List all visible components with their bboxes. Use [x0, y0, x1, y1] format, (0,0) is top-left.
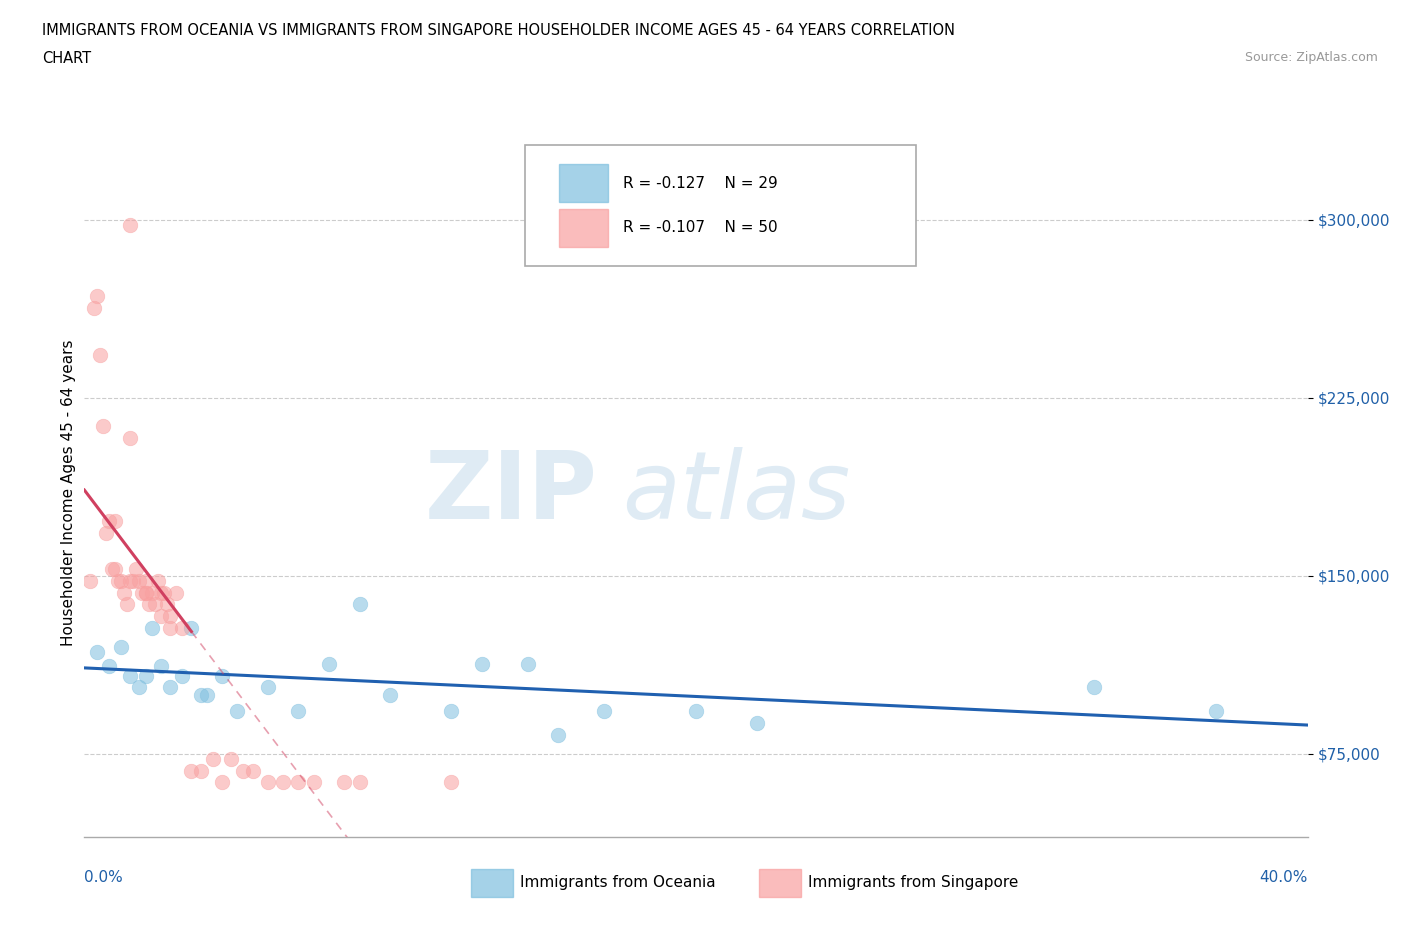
Point: [101, 562, 124, 577]
Point: [440, 775, 463, 790]
Point: [471, 657, 494, 671]
Point: [180, 620, 202, 635]
Point: [79, 573, 101, 588]
Point: [143, 597, 166, 612]
Point: [333, 775, 356, 790]
Point: [440, 704, 463, 719]
Point: [156, 597, 179, 612]
Point: [146, 573, 169, 588]
Point: [120, 218, 142, 232]
Point: [190, 687, 212, 702]
Point: [1205, 704, 1227, 719]
Point: [91, 419, 114, 434]
Point: [89, 348, 111, 363]
Point: [128, 573, 150, 588]
FancyBboxPatch shape: [524, 145, 917, 266]
Point: [380, 687, 402, 702]
Point: [120, 668, 142, 683]
Point: [211, 775, 233, 790]
Point: [125, 562, 148, 577]
Point: [149, 609, 172, 624]
Point: [257, 680, 280, 695]
Text: Source: ZipAtlas.com: Source: ZipAtlas.com: [1244, 51, 1378, 64]
Point: [94, 525, 117, 540]
Point: [159, 680, 181, 695]
Bar: [560, 209, 607, 246]
Point: [172, 620, 194, 635]
Point: [747, 716, 769, 731]
Point: [302, 775, 325, 790]
Point: [547, 727, 569, 742]
Text: R = -0.127    N = 29: R = -0.127 N = 29: [623, 176, 778, 191]
Point: [180, 764, 202, 778]
Point: [110, 640, 132, 655]
Point: [104, 562, 127, 577]
Point: [83, 300, 105, 315]
Point: [138, 597, 160, 612]
Point: [149, 658, 172, 673]
Point: [86, 288, 108, 303]
Point: [149, 585, 172, 600]
Point: [219, 751, 242, 766]
Point: [128, 680, 150, 695]
Text: ZIP: ZIP: [425, 447, 598, 538]
Point: [120, 431, 142, 445]
Text: 0.0%: 0.0%: [84, 870, 124, 885]
Text: IMMIGRANTS FROM OCEANIA VS IMMIGRANTS FROM SINGAPORE HOUSEHOLDER INCOME AGES 45 : IMMIGRANTS FROM OCEANIA VS IMMIGRANTS FR…: [42, 23, 955, 38]
Point: [97, 658, 120, 673]
Point: [685, 704, 707, 719]
Point: [257, 775, 280, 790]
Point: [86, 644, 108, 659]
Point: [318, 657, 340, 671]
Point: [165, 585, 187, 600]
Point: [120, 573, 142, 588]
Point: [195, 687, 218, 702]
Bar: [560, 165, 607, 202]
Text: Immigrants from Oceania: Immigrants from Oceania: [520, 875, 716, 890]
Point: [122, 573, 145, 588]
Point: [1083, 680, 1105, 695]
Point: [232, 764, 254, 778]
Point: [131, 585, 153, 600]
Point: [135, 585, 157, 600]
Y-axis label: Householder Income Ages 45 - 64 years: Householder Income Ages 45 - 64 years: [60, 339, 76, 646]
Text: CHART: CHART: [42, 51, 91, 66]
Point: [201, 751, 224, 766]
Point: [141, 620, 163, 635]
Point: [141, 585, 163, 600]
Point: [190, 764, 212, 778]
Point: [287, 775, 309, 790]
Bar: [471, 869, 513, 897]
Point: [135, 573, 157, 588]
Bar: [759, 869, 801, 897]
Text: Immigrants from Singapore: Immigrants from Singapore: [808, 875, 1019, 890]
Point: [172, 668, 194, 683]
Point: [97, 514, 120, 529]
Point: [110, 573, 132, 588]
Point: [287, 704, 309, 719]
Point: [159, 620, 181, 635]
Text: 40.0%: 40.0%: [1260, 870, 1308, 885]
Point: [115, 597, 138, 612]
Point: [159, 609, 181, 624]
Point: [242, 764, 264, 778]
Point: [349, 775, 371, 790]
Text: atlas: atlas: [623, 447, 851, 538]
Point: [107, 573, 129, 588]
Point: [516, 657, 538, 671]
Text: R = -0.107    N = 50: R = -0.107 N = 50: [623, 220, 778, 235]
Point: [593, 704, 616, 719]
Point: [135, 668, 157, 683]
Point: [211, 668, 233, 683]
Point: [349, 597, 371, 612]
Point: [226, 704, 249, 719]
Point: [135, 585, 157, 600]
Point: [271, 775, 294, 790]
Point: [153, 585, 176, 600]
Point: [104, 514, 127, 529]
Point: [112, 585, 135, 600]
